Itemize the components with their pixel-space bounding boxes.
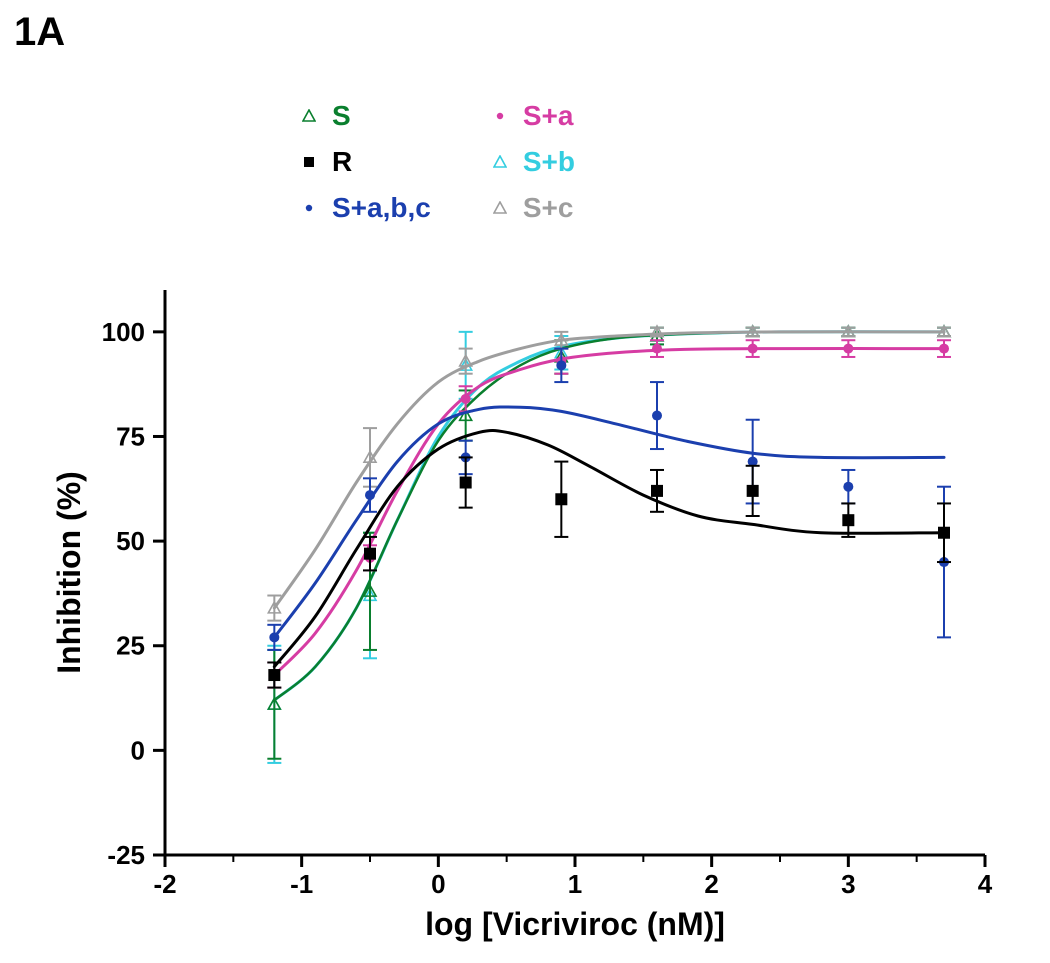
x-tick-label: 3 (841, 869, 855, 899)
legend-marker-icon (491, 199, 509, 217)
x-tick-label: -2 (153, 869, 176, 899)
data-marker-icon (843, 344, 853, 354)
legend-item: S+a (491, 100, 575, 132)
data-marker-icon (747, 485, 759, 497)
data-marker-icon (652, 344, 662, 354)
legend-label: S+a,b,c (332, 192, 431, 224)
legend-item: R (300, 146, 431, 178)
data-marker-icon (652, 411, 662, 421)
data-marker-icon (843, 482, 853, 492)
y-tick-label: -25 (107, 840, 145, 870)
legend-marker-icon (300, 107, 318, 125)
legend-label: S+b (523, 146, 575, 178)
legend-marker-icon (300, 153, 318, 171)
y-tick-label: 0 (131, 735, 145, 765)
legend-marker-icon (491, 153, 509, 171)
legend-label: S (332, 100, 351, 132)
data-marker-icon (651, 485, 663, 497)
data-marker-icon (555, 493, 567, 505)
data-marker-icon (364, 548, 376, 560)
data-marker-icon (269, 632, 279, 642)
x-tick-label: 1 (568, 869, 582, 899)
figure-stage: 1A SR S+a,b,c S+a S+b S+c -25 0 25 50 75 100 -2 -1 0… (0, 0, 1050, 963)
y-tick-label: 50 (116, 526, 145, 556)
data-marker-icon (460, 477, 472, 489)
y-tick-label: 100 (102, 317, 145, 347)
legend-marker-icon (300, 199, 318, 217)
data-marker-icon (939, 344, 949, 354)
data-marker-icon (556, 360, 566, 370)
x-tick-label: 2 (704, 869, 718, 899)
legend-label: R (332, 146, 352, 178)
y-axis-label: Inhibition (%) (51, 471, 87, 674)
y-tick-label: 75 (116, 421, 145, 451)
legend-item: S+b (491, 146, 575, 178)
data-marker-icon (842, 514, 854, 526)
x-axis-label: log [Vicriviroc (nM)] (425, 906, 725, 942)
legend-marker-icon (491, 107, 509, 125)
legend-label: S+c (523, 192, 574, 224)
legend-column: SR S+a,b,c (300, 100, 431, 224)
x-tick-label: 4 (978, 869, 993, 899)
x-tick-label: -1 (290, 869, 313, 899)
legend-item: S+c (491, 192, 575, 224)
legend-item: S (300, 100, 431, 132)
data-marker-icon (748, 344, 758, 354)
data-marker-icon (938, 527, 950, 539)
legend-label: S+a (523, 100, 574, 132)
data-marker-icon (268, 669, 280, 681)
x-tick-label: 0 (431, 869, 445, 899)
legend: SR S+a,b,c S+a S+b S+c (300, 100, 575, 224)
data-marker-icon (365, 490, 375, 500)
data-marker-icon (461, 394, 471, 404)
y-tick-label: 25 (116, 631, 145, 661)
panel-label: 1A (14, 10, 65, 55)
legend-column: S+a S+b S+c (491, 100, 575, 224)
legend-item: S+a,b,c (300, 192, 431, 224)
